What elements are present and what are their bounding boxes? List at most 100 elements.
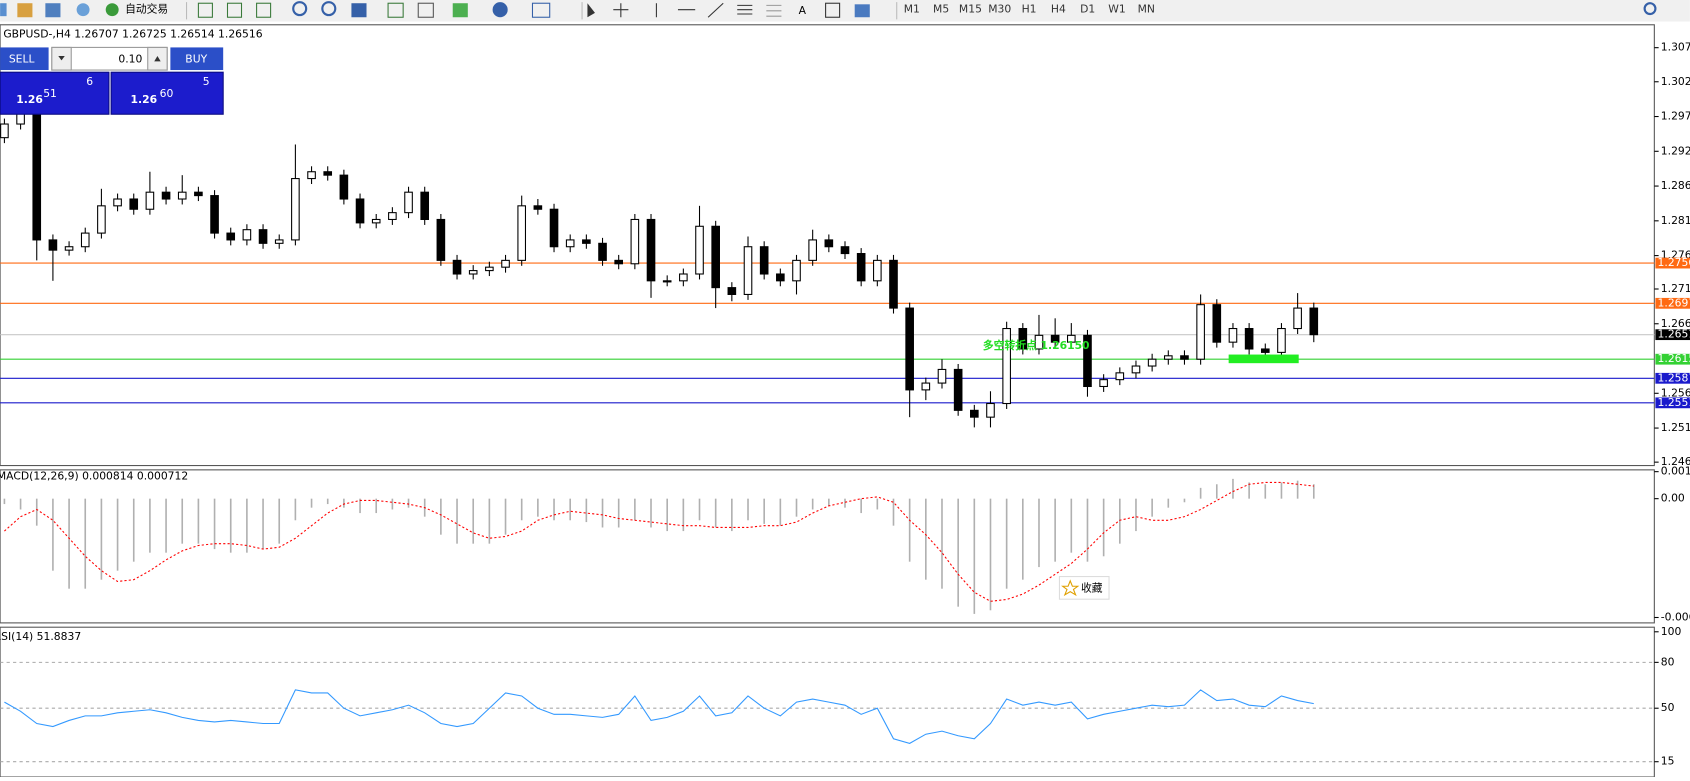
candle-body xyxy=(549,208,559,248)
candle-body xyxy=(1050,334,1060,343)
candle-body xyxy=(194,191,203,197)
favorite-label[interactable]: 收藏 xyxy=(1081,581,1103,594)
macd-bar xyxy=(1118,498,1121,544)
candle-body xyxy=(291,178,300,241)
level-tag xyxy=(1655,257,1690,269)
macd-bar xyxy=(326,498,329,505)
timeframe-button[interactable]: H4 xyxy=(1051,3,1066,16)
y-tick-label: 80 xyxy=(1661,655,1675,668)
candle-body xyxy=(452,259,462,275)
macd-bar xyxy=(520,498,523,521)
candle-body xyxy=(1196,304,1205,360)
macd-bar xyxy=(1215,484,1218,499)
macd-bar xyxy=(876,498,879,510)
macd-bar xyxy=(650,498,652,528)
candle-body xyxy=(1083,334,1092,388)
sell-label[interactable]: SELL xyxy=(9,52,35,65)
timeframe-button[interactable]: D1 xyxy=(1080,3,1095,16)
y-tick-label: 100 xyxy=(1661,625,1682,638)
candle-body xyxy=(1228,327,1238,343)
timeframe-button[interactable]: M1 xyxy=(904,3,920,16)
y-tick-label: 1.3072 xyxy=(1661,41,1690,54)
macd-bar xyxy=(585,498,588,523)
macd-bar xyxy=(925,498,927,580)
level-label: 1.2697 xyxy=(1658,296,1690,309)
macd-bar xyxy=(892,498,895,526)
candle-body xyxy=(776,273,785,282)
sell-button[interactable] xyxy=(0,47,49,71)
candle-body xyxy=(210,195,219,234)
macd-bar xyxy=(795,498,798,517)
macd-bar xyxy=(391,498,394,510)
buy-label[interactable]: BUY xyxy=(185,52,207,65)
macd-bar xyxy=(811,498,814,510)
y-tick-label: -0.0066 xyxy=(1661,610,1690,623)
candle-body xyxy=(404,191,413,214)
sell-quote-pips: 51 xyxy=(43,87,57,100)
buy-button[interactable] xyxy=(170,47,224,71)
candle-body xyxy=(905,307,914,391)
macd-bar xyxy=(569,498,572,521)
buy-quote[interactable] xyxy=(110,71,224,115)
candle-body xyxy=(242,229,252,241)
timeframe-button[interactable]: M15 xyxy=(959,3,982,16)
favorite-button[interactable]: 收藏 xyxy=(1058,576,1110,600)
candle-body xyxy=(986,402,995,418)
macd-bar xyxy=(763,498,765,524)
candle-body xyxy=(355,198,365,224)
level-tag xyxy=(1655,397,1690,409)
auto-trading-label[interactable]: 自动交易 xyxy=(125,3,168,16)
level-label: 1.2756 xyxy=(1658,256,1690,269)
y-tick-label: 1.2514 xyxy=(1661,421,1690,434)
macd-bar xyxy=(343,498,345,508)
y-tick-label: 1.2667 xyxy=(1661,317,1690,330)
macd-bar xyxy=(634,498,636,521)
candle-body xyxy=(1293,307,1302,330)
candle-body xyxy=(598,242,607,261)
candle-body xyxy=(161,191,171,200)
candle-body xyxy=(0,123,9,139)
macd-bar xyxy=(197,498,200,544)
lot-value[interactable]: 0.10 xyxy=(118,52,142,65)
y-tick-label: 0.00 xyxy=(1661,492,1685,505)
candle-body xyxy=(1115,372,1125,381)
candle-body xyxy=(436,218,446,261)
macd-bar xyxy=(1167,498,1170,508)
timeframe-button[interactable]: MN xyxy=(1138,3,1155,16)
macd-bar xyxy=(941,498,943,589)
macd-bar xyxy=(747,498,749,521)
candle-body xyxy=(759,246,769,275)
macd-bar xyxy=(165,498,167,553)
timeframe-button[interactable]: M30 xyxy=(988,3,1011,16)
macd-bar xyxy=(440,498,442,535)
macd-bar xyxy=(1070,498,1073,553)
timeframe-button[interactable]: M5 xyxy=(933,3,949,16)
timeframe-button[interactable]: W1 xyxy=(1108,3,1126,16)
sell-quote-big: 1.26 xyxy=(16,93,43,106)
level-tag xyxy=(1655,372,1690,384)
candle-body xyxy=(113,198,122,207)
macd-bar xyxy=(1151,498,1153,517)
macd-bar xyxy=(246,498,248,553)
macd-bar xyxy=(1038,498,1040,568)
candle-body xyxy=(565,239,575,248)
candle-body xyxy=(1034,334,1044,350)
macd-bar xyxy=(989,498,992,611)
y-tick-label: 1.2718 xyxy=(1661,282,1690,295)
timeframe-button[interactable]: H1 xyxy=(1022,3,1037,16)
candle-body xyxy=(614,259,623,265)
candle-body xyxy=(889,259,898,309)
macd-bar xyxy=(472,498,475,544)
macd-bar xyxy=(957,498,959,607)
candle-body xyxy=(679,273,688,282)
macd-bar xyxy=(1054,498,1056,562)
macd-bar xyxy=(601,498,604,528)
candle-body xyxy=(856,253,866,282)
macd-bar xyxy=(860,498,862,514)
candle-body xyxy=(64,246,74,251)
macd-bar xyxy=(132,498,135,562)
macd-bar xyxy=(714,498,717,528)
macd-bar xyxy=(52,498,54,571)
candle-body xyxy=(808,239,817,261)
sell-quote[interactable] xyxy=(0,71,110,115)
